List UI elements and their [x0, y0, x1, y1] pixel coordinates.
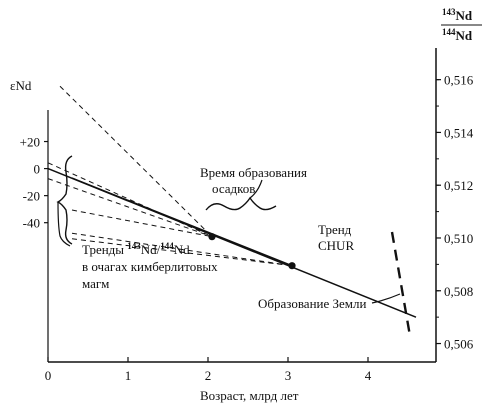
right-axis-label-bottom: 144Nd [442, 27, 473, 43]
chur-label-line2: CHUR [318, 238, 354, 253]
sediments-label-line2: осадков [212, 181, 255, 196]
series-line-3 [59, 85, 213, 238]
right-tick-label: 0,514 [444, 125, 474, 140]
x-axis-title: Возраст, млрд лет [200, 388, 299, 403]
earth-formation-label: Образование Земли [258, 296, 366, 311]
right-axis-label-top: 143Nd [442, 7, 473, 23]
earth-formation-mark [390, 231, 412, 337]
x-tick-label: 1 [125, 368, 132, 383]
x-tick-label: 4 [365, 368, 372, 383]
series-line-4 [47, 162, 213, 238]
right-axis-element-top: Nd [456, 8, 473, 23]
series-line-6 [71, 209, 213, 238]
kimberlite-label-line1: Тренды 143Nd/144Nd [82, 241, 190, 257]
sediments-brace-pointer [249, 179, 263, 199]
right-tick-label: 0,516 [444, 73, 474, 88]
chur-label-line1: Тренд [318, 222, 352, 237]
left-axis-title: εNd [10, 78, 32, 93]
intersection-point-2 [288, 262, 296, 270]
right-tick-label: 0,506 [444, 337, 474, 352]
x-tick-label: 3 [285, 368, 292, 383]
x-tick-label: 2 [205, 368, 212, 383]
left-tick-label: +20 [20, 135, 40, 150]
right-tick-label: 0,512 [444, 178, 473, 193]
series-line-7 [71, 232, 293, 267]
left-tick-label: 0 [34, 162, 41, 177]
x-tick-label: 0 [45, 368, 52, 383]
series-line-2 [71, 177, 293, 267]
sediments-brace [205, 196, 277, 211]
sediments-label-line1: Время образования [200, 165, 307, 180]
right-axis-element-bottom: Nd [456, 28, 473, 43]
right-tick-label: 0,510 [444, 231, 473, 246]
right-tick-label: 0,508 [444, 284, 473, 299]
left-tick-label: -40 [23, 216, 40, 231]
right-axis-mass-bottom: 144 [442, 27, 456, 37]
left-tick-label: -20 [23, 189, 40, 204]
series-line-5 [47, 178, 213, 238]
intersection-point-1 [208, 233, 216, 241]
right-axis-mass-top: 143 [442, 7, 456, 17]
kimberlite-brace-pointer [57, 201, 71, 247]
kimberlite-label-line2: в очагах кимберлитовых [82, 259, 218, 274]
earth-formation-pointer [371, 293, 401, 304]
kimberlite-brace [56, 155, 73, 245]
kimberlite-label-line3: магм [82, 276, 109, 291]
series-line-8 [71, 238, 293, 267]
